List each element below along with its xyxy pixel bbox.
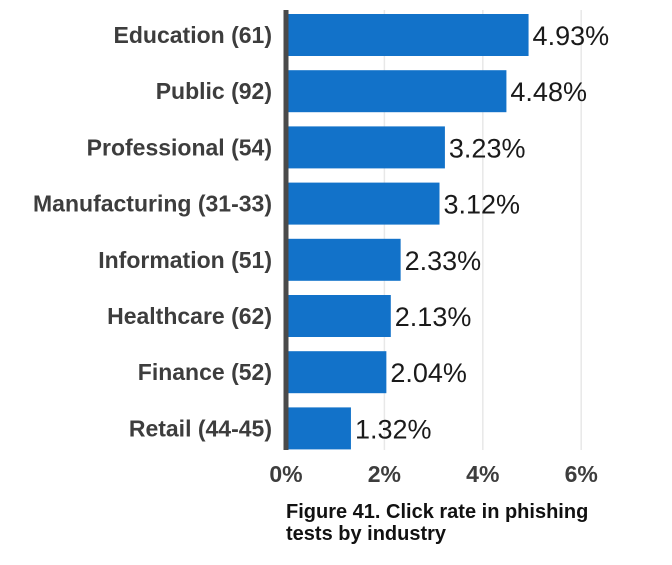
bar [286, 295, 391, 337]
value-label: 4.48% [510, 77, 587, 107]
bar [286, 70, 507, 113]
bar [286, 238, 401, 281]
x-tick-label: 6% [565, 461, 598, 487]
figure-caption: Figure 41. Click rate in phishing tests … [286, 501, 589, 545]
bar [286, 14, 529, 56]
category-label: Education (61) [114, 22, 272, 48]
category-label: Healthcare (62) [107, 303, 272, 329]
category-label: Professional (54) [87, 134, 272, 160]
value-label: 3.23% [449, 133, 526, 163]
category-label: Information (51) [98, 247, 272, 273]
bar [286, 182, 440, 225]
category-label: Retail (44-45) [129, 415, 272, 441]
value-label: 1.32% [355, 414, 432, 444]
bar-chart: Education (61) Public (92) Professional (5… [33, 10, 609, 487]
value-label: 2.13% [395, 302, 472, 332]
x-axis-ticks: 0% 2% 4% 6% [269, 461, 597, 487]
value-labels: 4.93% 4.48% 3.23% 3.12% 2.33% 2.13% 2.04% 1.32% [355, 21, 609, 444]
x-tick-label: 4% [466, 461, 499, 487]
bar [286, 351, 387, 394]
value-label: 4.93% [533, 21, 610, 51]
category-label: Finance (52) [138, 359, 272, 385]
category-label: Manufacturing (31-33) [33, 191, 272, 217]
bars [286, 14, 529, 450]
category-labels: Education (61) Public (92) Professional (5… [33, 22, 272, 441]
x-tick-label: 2% [368, 461, 401, 487]
value-label: 3.12% [444, 190, 521, 220]
bar [286, 126, 445, 169]
bar [286, 407, 351, 450]
x-tick-label: 0% [269, 461, 302, 487]
category-label: Public (92) [156, 78, 272, 104]
value-label: 2.04% [390, 358, 467, 388]
value-label: 2.33% [405, 246, 482, 276]
